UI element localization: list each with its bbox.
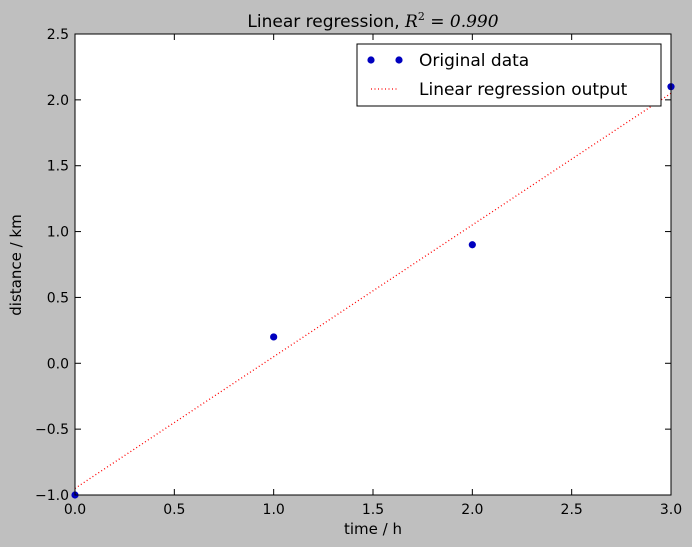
x-tick-label: 3.0 — [660, 502, 682, 518]
y-tick-label: 1.0 — [47, 225, 69, 241]
ticks: 0.0 0.5 1.0 1.5 2.0 2.5 3.0 −1.0 −0.5 0.0 0.5 1.0 1.… — [35, 27, 682, 518]
y-tick-label: −1.0 — [35, 488, 69, 504]
data-point — [468, 241, 476, 249]
y-tick-label: 1.5 — [47, 159, 69, 175]
title-prefix: Linear regression, — [247, 12, 405, 32]
legend: Original data Linear regression output — [356, 43, 662, 107]
x-tick-label: 2.5 — [561, 502, 583, 518]
title-math-value: = 0.990 — [425, 12, 499, 32]
regression-line — [74, 92, 672, 489]
x-tick-label: 2.0 — [461, 502, 483, 518]
title-math-r: R — [404, 12, 418, 32]
legend-label-original-data: Original data — [419, 51, 529, 71]
y-tick-label: 0.5 — [47, 290, 69, 306]
title-math-exponent: 2 — [418, 10, 425, 23]
y-tick-label: 2.5 — [47, 27, 69, 43]
legend-marker-original-data-2 — [395, 56, 403, 64]
legend-marker-original-data-1 — [367, 56, 375, 64]
x-tick-label: 0.0 — [64, 502, 86, 518]
legend-label-regression: Linear regression output — [419, 80, 628, 100]
y-axis-label: distance / km — [7, 214, 25, 315]
x-tick-label: 1.0 — [263, 502, 285, 518]
x-axis-label: time / h — [344, 520, 402, 538]
plot-area — [75, 34, 671, 495]
y-tick-label: 2.0 — [47, 93, 69, 109]
x-tick-label: 1.5 — [362, 502, 384, 518]
legend-box — [356, 43, 662, 107]
y-tick-label: −0.5 — [35, 422, 69, 438]
x-tick-label: 0.5 — [163, 502, 185, 518]
chart-title: Linear regression, R2 = 0.990 — [247, 10, 498, 32]
data-point — [270, 333, 278, 341]
plot-frame — [74, 33, 672, 496]
y-tick-label: 0.0 — [47, 356, 69, 372]
